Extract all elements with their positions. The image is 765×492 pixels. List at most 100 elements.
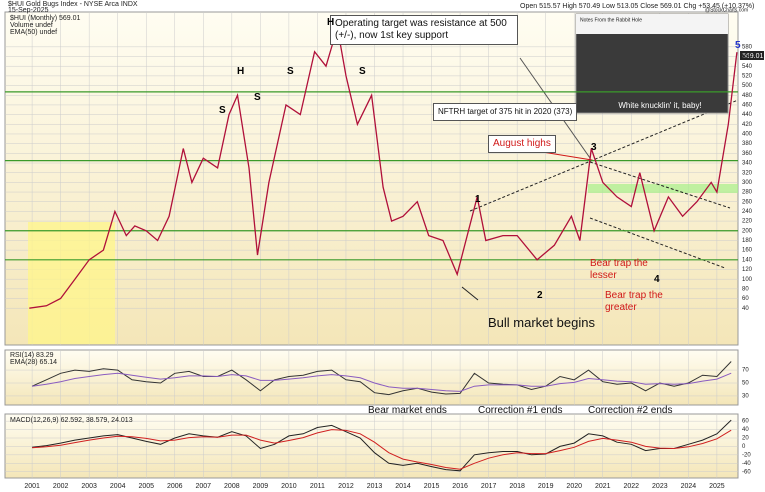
legend: MACD(12,26,9) 62.592, 38.579, 24.013	[10, 417, 133, 424]
ohlc: Open 515.57 High 570.49 Low 513.05 Close…	[520, 3, 754, 10]
wave-label: 3	[591, 142, 597, 153]
y-tick-label: 520	[742, 73, 753, 79]
x-tick-label: 2019	[538, 483, 554, 490]
legend: EMA(28) 65.14	[10, 359, 57, 366]
x-tick-label: 2008	[224, 483, 240, 490]
y-tick-label: 260	[742, 199, 753, 205]
title: $HUI Gold Bugs Index - NYSE Arca INDX	[8, 1, 138, 8]
x-tick-label: 2010	[281, 483, 297, 490]
legend: RSI(14) 83.29	[10, 352, 54, 359]
y-tick-label: 540	[742, 64, 753, 70]
x-tick-label: 2004	[110, 483, 126, 490]
y-tick-label: 120	[742, 267, 753, 273]
y-tick-label: 360	[742, 151, 753, 157]
y-tick-label: 100	[742, 277, 753, 283]
y-tick-label: 320	[742, 170, 753, 176]
y-tick-label: 400	[742, 132, 753, 138]
y-tick-label: 340	[742, 161, 753, 167]
annotation: Bear trap the greater	[605, 290, 663, 313]
y-tick-label: 60	[742, 419, 749, 425]
last-label: 569.01	[742, 53, 764, 60]
legend: EMA(50) undef	[10, 29, 57, 36]
y-tick-label: 480	[742, 93, 753, 99]
pointer	[461, 286, 479, 301]
y-tick-label: 240	[742, 209, 753, 215]
x-tick-label: 2011	[310, 483, 325, 490]
y-tick-label: 140	[742, 257, 753, 263]
annotation: Correction #2 ends	[588, 405, 673, 416]
x-tick-label: 2022	[623, 483, 639, 490]
pattern-label: H	[237, 66, 245, 77]
x-tick-label: 2021	[595, 483, 611, 490]
wave-label: 2	[537, 290, 543, 301]
annotation: Bear market ends	[368, 405, 447, 416]
pattern-label: S	[219, 105, 226, 116]
annotation: Operating target was resistance at 500 (…	[330, 15, 518, 45]
x-tick-label: 2023	[652, 483, 668, 490]
last-tag	[740, 51, 764, 60]
wave-label: 4	[654, 274, 660, 285]
inset-title: Notes From the Rabbit Hole	[580, 17, 642, 23]
x-tick-label: 2017	[481, 483, 497, 490]
x-tick-label: 2025	[709, 483, 725, 490]
inset-caption: White knucklin' it, baby!	[618, 101, 701, 110]
x-tick-label: 2002	[53, 483, 69, 490]
y-tick-label: -40	[742, 461, 751, 467]
y-tick-label: 380	[742, 141, 753, 147]
y-tick-label: 420	[742, 122, 753, 128]
y-tick-label: 300	[742, 180, 753, 186]
series-line	[29, 27, 738, 309]
series-line	[32, 372, 732, 392]
x-tick-label: 2014	[395, 483, 411, 490]
y-tick-label: 580	[742, 44, 753, 50]
series-line	[31, 361, 732, 396]
x-tick-label: 2005	[138, 483, 154, 490]
inset-header	[576, 14, 728, 34]
x-tick-label: 2018	[509, 483, 525, 490]
y-tick-label: 60	[742, 296, 749, 302]
legend: Volume undef	[10, 22, 53, 29]
x-tick-label: 2007	[196, 483, 212, 490]
x-tick-label: 2016	[452, 483, 468, 490]
y-tick-label: 50	[742, 381, 749, 387]
annotation: Bear trap the lesser	[590, 258, 648, 281]
highlight-band	[588, 184, 738, 193]
annotation: August highs	[488, 135, 556, 153]
y-tick-label: 70	[742, 368, 749, 374]
y-tick-label: 560	[742, 54, 753, 60]
annotation: NFTRH target of 375 hit in 2020 (373)	[433, 103, 578, 121]
pattern-label: S	[287, 66, 294, 77]
macd-panel	[4, 413, 739, 479]
wave-label: 5	[735, 40, 741, 51]
x-tick-label: 2020	[566, 483, 582, 490]
rsi-panel	[4, 349, 739, 406]
y-tick-label: -60	[742, 469, 751, 475]
y-tick-label: 40	[742, 427, 749, 433]
y-tick-label: 180	[742, 238, 753, 244]
x-tick-label: 2001	[24, 483, 40, 490]
y-tick-label: -20	[742, 452, 751, 458]
y-tick-label: 20	[742, 436, 749, 442]
y-tick-label: 30	[742, 394, 749, 400]
x-tick-label: 2003	[81, 483, 97, 490]
y-tick-label: 440	[742, 112, 753, 118]
pattern-label: S	[254, 92, 261, 103]
pattern-label: H	[327, 17, 335, 28]
y-tick-label: 220	[742, 219, 753, 225]
y-tick-label: 200	[742, 228, 753, 234]
annotation: Bull market begins	[488, 315, 595, 330]
date: 15-Sep-2025	[8, 7, 49, 14]
x-tick-label: 2009	[253, 483, 269, 490]
x-tick-label: 2013	[367, 483, 383, 490]
x-tick-label: 2012	[338, 483, 354, 490]
y-tick-label: 460	[742, 103, 753, 109]
y-tick-label: 500	[742, 83, 753, 89]
x-tick-label: 2015	[424, 483, 440, 490]
trendline	[589, 161, 731, 209]
y-tick-label: 40	[742, 306, 749, 312]
y-tick-label: 80	[742, 286, 749, 292]
pattern-label: S	[359, 66, 366, 77]
y-tick-label: 280	[742, 190, 753, 196]
